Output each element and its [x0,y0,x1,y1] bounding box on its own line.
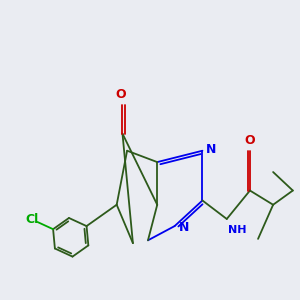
Text: Cl: Cl [25,213,38,226]
Text: N: N [206,142,217,156]
Text: NH: NH [228,225,247,235]
Text: O: O [244,134,255,147]
Text: N: N [178,221,189,234]
Text: O: O [116,88,126,101]
